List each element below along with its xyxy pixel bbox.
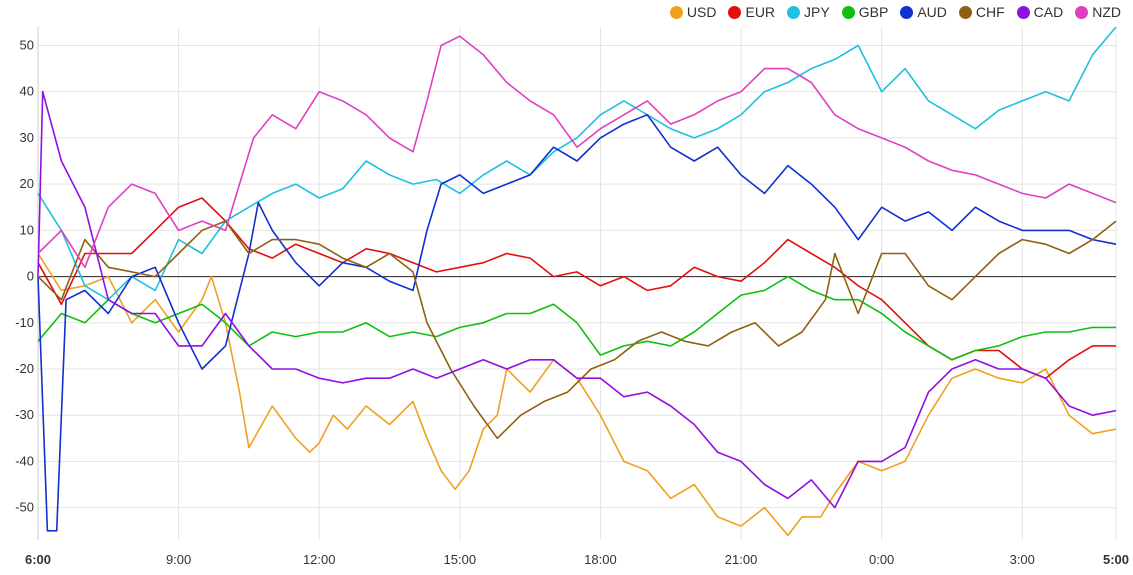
- x-tick-label: 9:00: [166, 552, 191, 567]
- legend-item-aud[interactable]: AUD: [900, 4, 947, 20]
- x-tick-label: 3:00: [1010, 552, 1035, 567]
- legend: USD EUR JPY GBP AUD CHF CAD NZD: [669, 4, 1121, 20]
- y-axis-ticks: 50 40 30 20 10 0 -10 -20 -30 -40 -50: [15, 37, 34, 514]
- legend-item-eur[interactable]: EUR: [728, 4, 775, 20]
- legend-item-usd[interactable]: USD: [669, 4, 717, 20]
- legend-item-chf[interactable]: CHF: [958, 4, 1005, 20]
- legend-swatch: [1016, 5, 1030, 19]
- series-line-usd: [37, 253, 1117, 537]
- series-line-cad: [37, 90, 1117, 509]
- y-tick-label: -30: [15, 407, 34, 422]
- legend-swatch: [669, 5, 683, 19]
- y-tick-label: 0: [27, 269, 34, 284]
- y-tick-label: 50: [20, 37, 34, 52]
- series-line-eur: [37, 197, 1116, 380]
- series-line-nzd: [37, 35, 1117, 269]
- y-tick-label: -10: [15, 315, 34, 330]
- legend-item-gbp[interactable]: GBP: [841, 4, 889, 20]
- x-tick-label: 12:00: [303, 552, 336, 567]
- grid: [37, 27, 1117, 540]
- legend-label: CAD: [1033, 4, 1064, 20]
- legend-label: JPY: [804, 4, 830, 20]
- y-tick-label: 40: [20, 84, 34, 99]
- legend-swatch: [958, 5, 972, 19]
- x-tick-label: 0:00: [869, 552, 894, 567]
- legend-label: NZD: [1092, 4, 1121, 20]
- series-line-gbp: [37, 275, 1116, 361]
- y-tick-label: 20: [20, 176, 34, 191]
- legend-item-jpy[interactable]: JPY: [787, 4, 830, 20]
- y-tick-label: -20: [15, 361, 34, 376]
- legend-swatch: [841, 5, 855, 19]
- legend-label: USD: [686, 4, 717, 20]
- legend-swatch: [1075, 5, 1089, 19]
- legend-swatch: [787, 5, 801, 19]
- legend-item-cad[interactable]: CAD: [1016, 4, 1064, 20]
- legend-swatch: [900, 5, 914, 19]
- x-tick-label: 15:00: [444, 552, 477, 567]
- x-axis-ticks: 6:00 9:00 12:00 15:00 18:00 21:00 0:00 3:00 5:00: [25, 552, 1129, 567]
- series-line-chf: [37, 220, 1117, 440]
- legend-label: EUR: [745, 4, 776, 20]
- legend-item-nzd[interactable]: NZD: [1075, 4, 1121, 20]
- series-line-aud: [37, 114, 1117, 532]
- x-tick-label: 6:00: [25, 552, 51, 567]
- legend-label: AUD: [917, 4, 947, 20]
- y-tick-label: 30: [20, 130, 34, 145]
- y-tick-label: -40: [15, 453, 34, 468]
- legend-label: GBP: [858, 4, 889, 20]
- series-line-jpy: [37, 26, 1117, 301]
- series-lines: [37, 26, 1117, 537]
- y-tick-label: 10: [20, 222, 34, 237]
- x-tick-label: 18:00: [584, 552, 617, 567]
- y-tick-label: -50: [15, 500, 34, 515]
- x-tick-label: 5:00: [1103, 552, 1129, 567]
- x-tick-label: 21:00: [725, 552, 758, 567]
- legend-label: CHF: [975, 4, 1005, 20]
- legend-swatch: [728, 5, 742, 19]
